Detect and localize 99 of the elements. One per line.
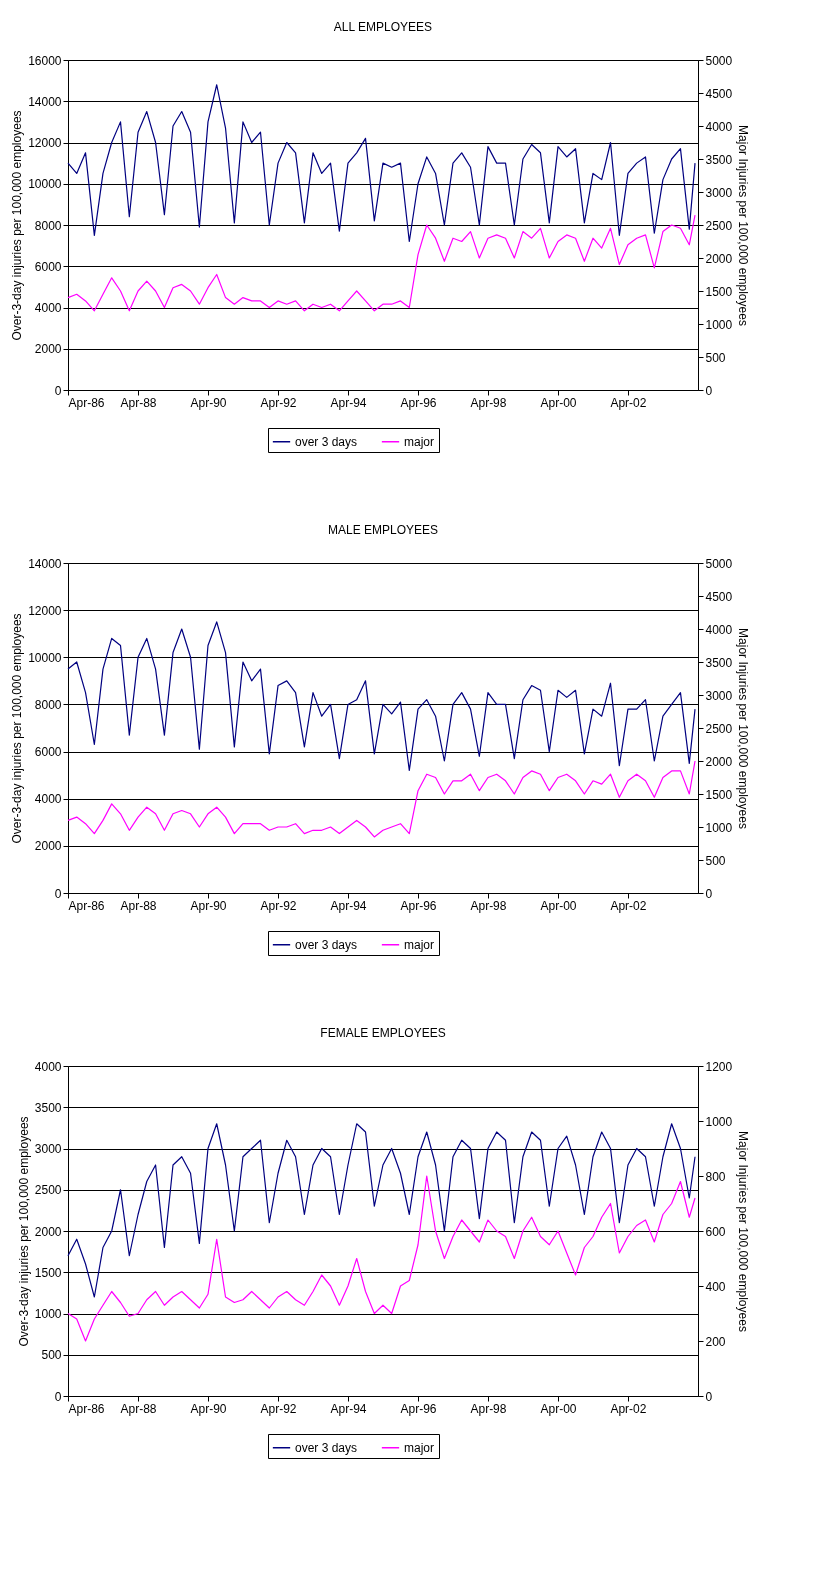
legend-label: major — [404, 937, 435, 952]
y2-tick-label: 800 — [705, 1169, 726, 1184]
y2-tick-label: 1500 — [705, 787, 733, 802]
y-tick-label: 14000 — [28, 94, 62, 109]
x-tick-label: Apr-00 — [540, 395, 577, 410]
y-tick-label: 6000 — [34, 259, 62, 274]
y-tick-label: 1500 — [34, 1265, 62, 1280]
y-tick-label: 2000 — [34, 342, 62, 357]
y2-tick-label: 1500 — [705, 284, 733, 299]
line-series — [67, 621, 696, 772]
y2-tick-label: 3500 — [705, 655, 733, 670]
x-tick-label: Apr-96 — [400, 395, 437, 410]
y2-tick-label: 3000 — [705, 185, 733, 200]
y2-tick-label: 3000 — [705, 688, 733, 703]
x-tick-label: Apr-86 — [68, 1401, 105, 1416]
y-tick-label: 12000 — [28, 603, 62, 618]
x-tick-label: Apr-92 — [260, 395, 297, 410]
y2-axis-title: Major Injuries per 100,000 employees — [736, 1131, 751, 1332]
y-tick-label: 2000 — [34, 839, 62, 854]
x-tick-label: Apr-02 — [610, 395, 647, 410]
x-tick-label: Apr-96 — [400, 1401, 437, 1416]
y-axis-title: Over-3-day injuries per 100,000 employees — [10, 110, 25, 341]
y-tick-label: 8000 — [34, 218, 62, 233]
y-tick-label: 14000 — [28, 556, 62, 571]
y2-tick-label: 500 — [705, 853, 726, 868]
x-tick-label: Apr-88 — [120, 1401, 157, 1416]
y-tick-label: 0 — [54, 886, 62, 901]
x-tick-label: Apr-98 — [470, 1401, 507, 1416]
x-tick-label: Apr-00 — [540, 898, 577, 913]
y2-tick-label: 0 — [705, 383, 713, 398]
line-series — [67, 760, 696, 838]
y-tick-label: 6000 — [34, 745, 62, 760]
y2-axis-title: Major Injuries per 100,000 employees — [736, 125, 751, 326]
y-tick-label: 1000 — [34, 1307, 62, 1321]
legend-label: major — [404, 434, 435, 449]
y2-tick-label: 0 — [705, 886, 713, 901]
y-tick-label: 8000 — [34, 697, 62, 712]
x-tick-label: Apr-00 — [540, 1401, 577, 1416]
y2-tick-label: 500 — [705, 350, 726, 365]
x-tick-label: Apr-98 — [470, 395, 507, 410]
y2-tick-label: 4000 — [705, 119, 733, 134]
y2-tick-label: 5000 — [705, 556, 733, 571]
y2-tick-label: 0 — [705, 1389, 713, 1404]
y2-tick-label: 400 — [705, 1279, 726, 1294]
x-tick-label: Apr-90 — [190, 395, 227, 410]
y-tick-label: 10000 — [28, 177, 62, 192]
x-tick-label: Apr-96 — [400, 898, 437, 913]
y2-tick-label: 1200 — [705, 1059, 733, 1074]
y-tick-label: 2000 — [34, 1224, 62, 1239]
y-axis-title: Over-3-day injuries per 100,000 employees — [10, 613, 25, 844]
chart-title: MALE EMPLOYEES — [327, 523, 439, 537]
y2-tick-label: 2000 — [705, 754, 733, 769]
y-tick-label: 10000 — [28, 650, 62, 665]
y2-tick-label: 2500 — [705, 218, 733, 233]
y-tick-label: 3000 — [34, 1142, 62, 1156]
x-tick-label: Apr-88 — [120, 395, 157, 410]
legend-label: over 3 days — [295, 1440, 358, 1455]
x-tick-label: Apr-94 — [330, 1401, 367, 1416]
y-tick-label: 500 — [41, 1348, 62, 1363]
legend-label: major — [404, 1440, 435, 1455]
y-tick-label: 12000 — [28, 136, 62, 150]
y2-tick-label: 200 — [705, 1334, 726, 1349]
y-tick-label: 4000 — [34, 792, 62, 807]
x-tick-label: Apr-86 — [68, 898, 105, 913]
y2-tick-label: 600 — [705, 1224, 726, 1239]
x-tick-label: Apr-94 — [330, 395, 367, 410]
x-tick-label: Apr-94 — [330, 898, 367, 913]
y-tick-label: 0 — [54, 1389, 62, 1404]
y-axis-title: Over-3-day injuries per 100,000 employees — [16, 1116, 31, 1347]
y-tick-label: 3500 — [34, 1100, 62, 1115]
x-tick-label: Apr-88 — [120, 898, 157, 913]
y2-tick-label: 2500 — [705, 721, 733, 736]
chart-title: FEMALE EMPLOYEES — [320, 1026, 446, 1040]
y2-tick-label: 4000 — [705, 622, 733, 637]
y2-axis-title: Major Injuries per 100,000 employees — [736, 628, 751, 829]
y-tick-label: 4000 — [34, 301, 62, 315]
chart-title: ALL EMPLOYEES — [333, 20, 433, 34]
x-tick-label: Apr-86 — [68, 395, 105, 410]
y2-tick-label: 4500 — [705, 86, 733, 101]
y-tick-label: 2500 — [34, 1183, 62, 1198]
legend-label: over 3 days — [295, 937, 358, 952]
y-tick-label: 0 — [54, 383, 62, 398]
y2-tick-label: 3500 — [705, 152, 733, 167]
x-tick-label: Apr-02 — [610, 898, 647, 913]
y2-tick-label: 2000 — [705, 251, 733, 266]
y2-tick-label: 1000 — [705, 820, 733, 835]
y2-tick-label: 1000 — [705, 1114, 733, 1129]
y2-tick-label: 1000 — [705, 317, 733, 332]
y2-tick-label: 5000 — [705, 53, 733, 68]
x-tick-label: Apr-92 — [260, 1401, 297, 1416]
y2-tick-label: 4500 — [705, 589, 733, 604]
x-tick-label: Apr-90 — [190, 1401, 227, 1416]
x-tick-label: Apr-98 — [470, 898, 507, 913]
x-tick-label: Apr-92 — [260, 898, 297, 913]
x-tick-label: Apr-90 — [190, 898, 227, 913]
x-tick-label: Apr-02 — [610, 1401, 647, 1416]
y-tick-label: 4000 — [34, 1059, 62, 1074]
y-tick-label: 16000 — [28, 53, 62, 68]
legend-label: over 3 days — [295, 434, 358, 449]
